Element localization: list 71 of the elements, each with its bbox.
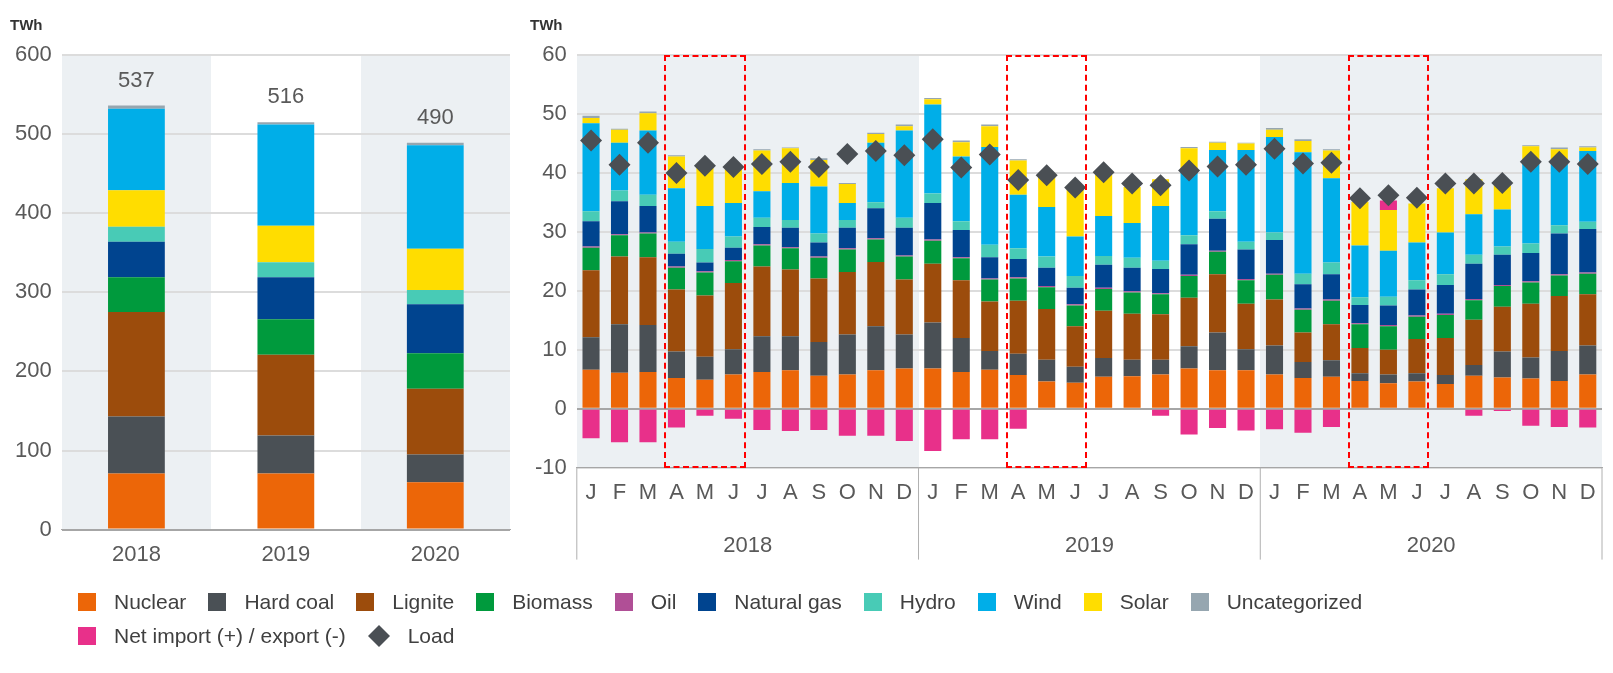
x-tick-label: J [585, 478, 597, 504]
x-tick-label: F [954, 478, 968, 504]
x-tick-label: J [1269, 478, 1280, 504]
total-label: 516 [267, 83, 305, 109]
y-tick-label: 40 [542, 158, 567, 184]
legend-label: Nuclear [114, 590, 187, 614]
x-tick-label: D [1579, 478, 1596, 504]
x-tick-label: M [638, 478, 658, 504]
x-tick-label: 2018 [111, 540, 161, 566]
x-tick-label: 2019 [261, 540, 311, 566]
x-tick-label: D [896, 478, 913, 504]
y-tick-label: 0 [39, 515, 52, 541]
x-tick-label: J [1098, 478, 1110, 504]
x-tick-label: J [1439, 478, 1451, 504]
y-tick-label: 200 [14, 357, 52, 383]
legend-label: Load [407, 624, 455, 648]
x-tick-label: M [695, 478, 715, 504]
x-tick-label: S [1494, 478, 1510, 504]
y-tick-label: 400 [14, 199, 52, 225]
legend-label: Hard coal [244, 590, 335, 614]
x-tick-label: O [1522, 478, 1540, 504]
x-tick-label: 2020 [410, 540, 460, 566]
y-tick-label: 500 [14, 120, 52, 146]
legend-label: Solar [1119, 590, 1169, 614]
legend-label: Net import (+) / export (-) [114, 624, 346, 648]
x-tick-label: J [756, 478, 768, 504]
y-tick-label: 600 [14, 41, 52, 67]
x-tick-label: A [1010, 478, 1026, 504]
x-tick-label: A [1466, 478, 1482, 504]
x-tick-label: J [927, 478, 939, 504]
x-tick-label: F [612, 478, 627, 504]
y-tick-label: 10 [542, 335, 567, 361]
x-tick-label: S [811, 478, 827, 504]
y-tick-label: 30 [542, 217, 567, 243]
x-tick-label: J [1411, 478, 1423, 504]
x-tick-label: J [1069, 478, 1081, 504]
legend-label: Biomass [512, 590, 593, 614]
x-tick-label: N [867, 478, 884, 504]
x-tick-label: O [838, 478, 856, 504]
y-tick-label: 50 [542, 100, 567, 126]
y-axis-title: TWh [530, 15, 563, 33]
x-tick-label: S [1153, 478, 1168, 504]
x-tick-label: M [1379, 478, 1398, 504]
legend-label: Hydro [899, 590, 956, 614]
total-label: 537 [118, 66, 155, 92]
x-tick-label: N [1209, 478, 1226, 504]
y-tick-label: 100 [14, 436, 52, 462]
legend-label: Lignite [392, 590, 455, 614]
y-tick-label: 20 [542, 276, 567, 302]
x-tick-label: M [1037, 478, 1056, 504]
x-tick-label: A [783, 478, 799, 504]
x-tick-label: O [1180, 478, 1198, 504]
legend-label: Wind [1013, 590, 1062, 614]
x-tick-label: D [1238, 478, 1254, 504]
x-tick-label: M [1322, 478, 1341, 504]
y-tick-label: 300 [14, 278, 52, 304]
legend-label: Oil [650, 590, 677, 614]
total-label: 490 [416, 103, 454, 129]
y-tick-label: -10 [535, 453, 567, 479]
x-tick-label: N [1551, 478, 1568, 504]
x-tick-label: M [980, 478, 999, 504]
x-tick-label: F [1296, 478, 1310, 504]
y-axis-title: TWh [10, 15, 43, 33]
legend-label: Natural gas [734, 590, 842, 614]
y-tick-label: 60 [542, 41, 567, 67]
x-tick-label: J [727, 478, 739, 504]
x-tick-label: A [669, 478, 685, 504]
legend-label: Uncategorized [1226, 590, 1363, 614]
y-tick-label: 0 [554, 394, 567, 420]
x-tick-label: A [1352, 478, 1368, 504]
x-tick-label: A [1124, 478, 1140, 504]
